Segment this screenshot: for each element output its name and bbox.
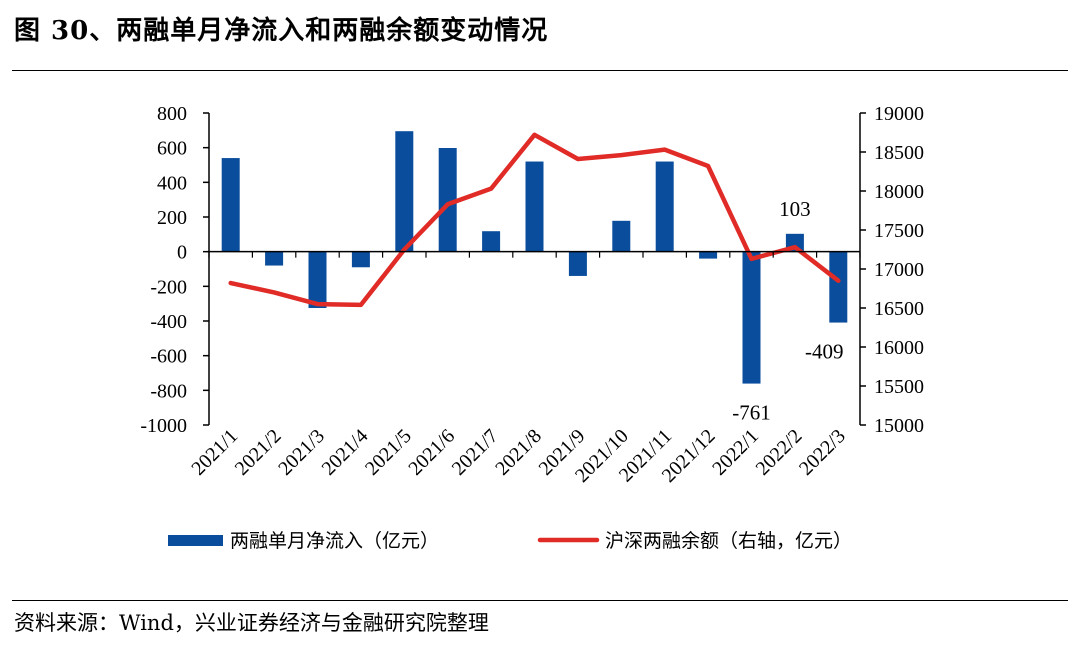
category-label: 2022/2 [752,425,807,480]
left-tick-label: 0 [177,242,187,264]
left-tick-label: -800 [150,380,187,402]
line-series [228,132,841,308]
chart: 800 600 400 200 0 -200 -400 -600 -800 -1000 19000 1… [140,103,924,552]
left-tick-label: 200 [157,207,187,229]
bar-2021-7 [482,231,501,252]
bar-2021-2 [265,251,284,266]
data-labels: -761 103 -409 [732,197,843,425]
left-tick-label: -1000 [140,415,187,437]
bar-2021-9 [568,251,587,276]
right-tick-label: 17000 [874,259,924,281]
bar-2021-8 [525,161,544,252]
top-divider [12,70,1068,71]
left-tick-label: 400 [157,172,187,194]
right-tick-label: 17500 [874,220,924,242]
data-label-2022-3: -409 [805,340,844,364]
left-tick-label: -400 [150,311,187,333]
right-tick-label: 16000 [874,337,924,359]
tick-labels: 800 600 400 200 0 -200 -400 -600 -800 -1000 19000 1… [140,103,924,487]
left-tick-label: 600 [157,138,187,160]
left-tick-label: -200 [150,276,187,298]
bottom-divider [12,600,1068,601]
category-label: 2021/4 [318,425,373,480]
bar-2021-12 [699,251,718,259]
right-tick-label: 18500 [874,142,924,164]
category-label: 2021/5 [361,425,416,480]
legend-bar-label: 两融单月净流入（亿元） [230,530,439,552]
axes [203,112,866,426]
legend: 两融单月净流入（亿元） 沪深两融余额（右轴，亿元） [168,530,852,552]
category-label: 2021/8 [491,425,546,480]
bar-2022-3 [829,251,848,323]
right-tick-label: 19000 [874,103,924,125]
left-tick-label: 800 [157,103,187,125]
right-tick-label: 15000 [874,415,924,437]
bar-2021-5 [395,131,414,252]
category-label: 2021/1 [187,425,242,480]
legend-bar-swatch [168,535,223,546]
bar-2021-1 [221,158,240,252]
source-note: 资料来源：Wind，兴业证券经济与金融研究院整理 [14,611,489,635]
left-tick-label: -600 [150,346,187,368]
legend-line-label: 沪深两融余额（右轴，亿元） [605,530,852,552]
data-label-2022-1: -761 [732,401,771,425]
right-tick-label: 15500 [874,376,924,398]
category-label: 2021/3 [274,425,329,480]
data-label-2022-2: 103 [779,197,811,221]
balance-line [228,132,841,308]
bar-series [221,131,848,384]
right-tick-label: 18000 [874,181,924,203]
bar-2021-4 [351,251,370,268]
bar-2022-1 [742,251,761,384]
category-label: 2022/1 [708,425,763,480]
category-label: 2022/3 [795,425,850,480]
category-label: 2021/6 [404,425,459,480]
category-label: 2021/2 [231,425,286,480]
bar-2021-3 [308,251,327,308]
bar-2021-6 [438,148,457,252]
category-label: 2021/7 [448,425,503,480]
bar-2021-10 [612,220,631,252]
bar-2021-11 [655,161,674,252]
right-tick-label: 16500 [874,298,924,320]
page-title: 图 30、两融单月净流入和两融余额变动情况 [14,16,549,46]
